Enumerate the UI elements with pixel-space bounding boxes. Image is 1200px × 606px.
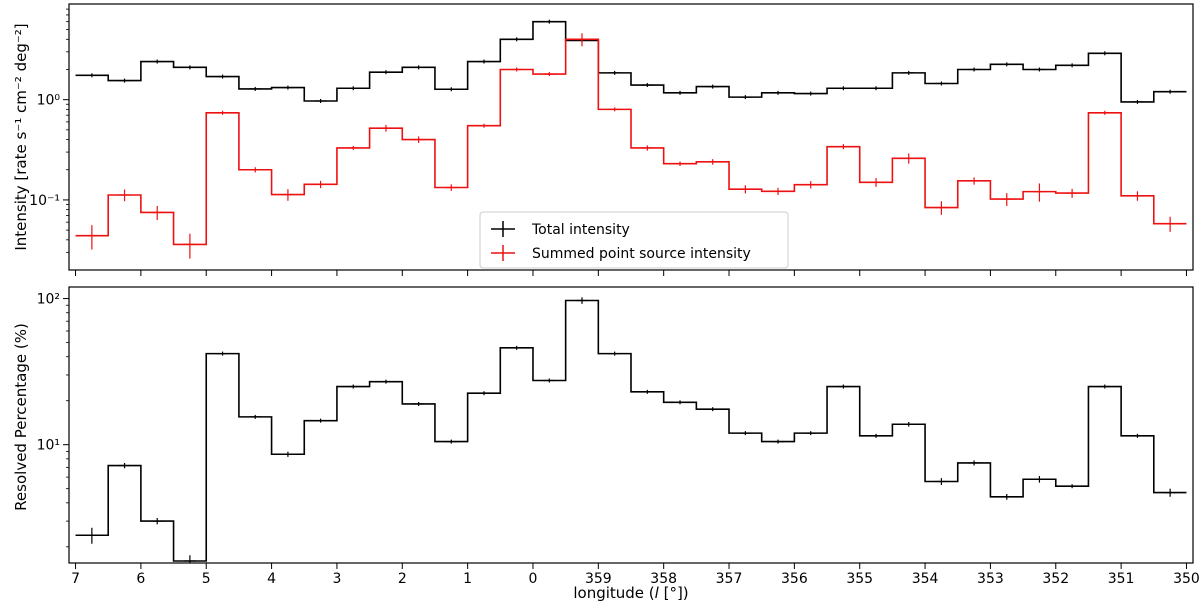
y-tick-label: 10⁻¹ (29, 193, 60, 209)
x-tick-label: 351 (1108, 571, 1135, 587)
x-tick-label: 358 (650, 571, 677, 587)
x-tick-label: 7 (71, 571, 80, 587)
legend-marker-total (491, 221, 515, 237)
x-tick-label: 357 (716, 571, 743, 587)
legend-label-point-source: Summed point source intensity (532, 246, 751, 262)
step-line-summed-point-source-intensity (75, 38, 1187, 246)
step-line-resolved-percentage (75, 299, 1187, 562)
intensity-panel: 10⁰ 10⁻¹ (29, 3, 1194, 276)
x-tick-label: 5 (202, 571, 211, 587)
step-line-total-intensity (75, 20, 1187, 103)
y-tick-label: 10⁰ (37, 93, 61, 109)
legend-frame (479, 211, 789, 269)
plot-frame (68, 286, 1194, 564)
x-tick-label: 353 (977, 571, 1004, 587)
x-tick-label: 3 (332, 571, 341, 587)
resolved-percentage-panel: 10² 10¹ 7 6 5 4 3 2 1 0 359 358 357 356 355 354 353 352 35… (37, 286, 1200, 587)
legend-label-total: Total intensity (531, 222, 630, 238)
plot-frame (68, 3, 1194, 271)
top-ylabel: Intensity [rate s⁻¹ cm⁻² deg⁻²] (12, 23, 30, 250)
x-tick-label: 355 (846, 571, 873, 587)
x-tick-label: 356 (781, 571, 808, 587)
x-tick-label: 4 (267, 571, 276, 587)
x-tick-label: 6 (136, 571, 145, 587)
x-tick-label: 354 (912, 571, 939, 587)
x-tick-label: 0 (529, 571, 538, 587)
x-axis-label: longitude (l [°]) (573, 584, 688, 602)
bottom-ylabel: Resolved Percentage (%) (12, 323, 30, 511)
x-tick-label: 1 (463, 571, 472, 587)
x-tick-label: 350 (1173, 571, 1200, 587)
x-tick-label: 359 (585, 571, 612, 587)
y-tick-label: 10² (37, 292, 60, 308)
x-tick-label: 2 (398, 571, 407, 587)
legend-marker-point-source (491, 245, 515, 261)
y-tick-label: 10¹ (37, 438, 60, 454)
x-tick-label: 352 (1042, 571, 1069, 587)
legend: Total intensity Summed point source inte… (479, 211, 789, 269)
